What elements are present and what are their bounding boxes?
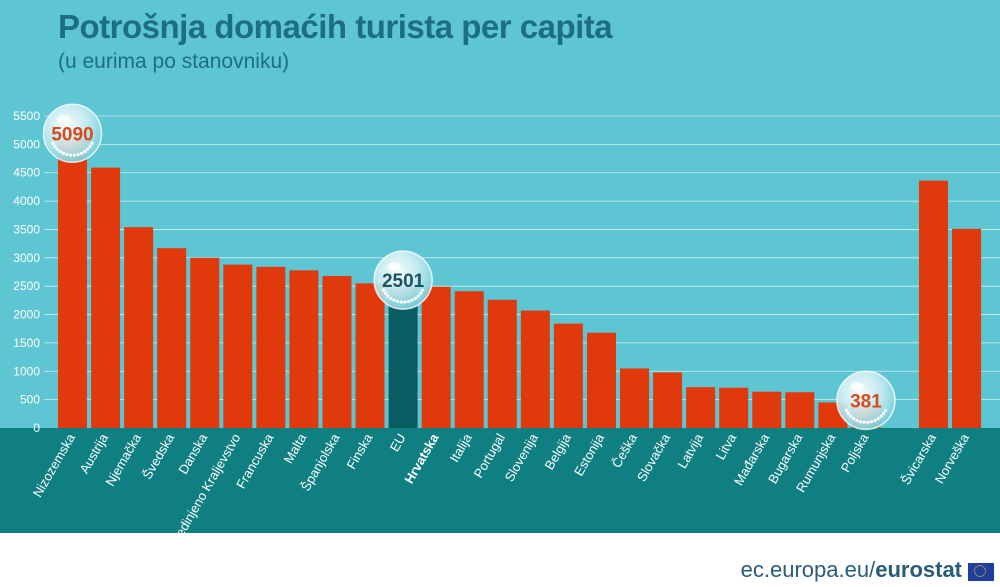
bubble-sparkle (383, 291, 388, 295)
bubble-sparkle (407, 299, 411, 304)
bubble-sparkle (90, 141, 94, 145)
bar (289, 270, 319, 428)
bar (785, 392, 815, 428)
bubble-sparkle (881, 411, 886, 416)
bubble-sparkle (403, 300, 407, 304)
bubble-sparkle (83, 149, 87, 154)
bar (620, 368, 650, 428)
bubble-sparkle (862, 420, 866, 424)
bar (719, 387, 749, 428)
y-tick-label: 3500 (13, 222, 40, 236)
bubble-sparkle (72, 153, 76, 157)
y-tick-label: 2000 (13, 308, 40, 322)
bar (653, 372, 683, 428)
y-tick-label: 1000 (13, 364, 40, 378)
bubble-sparkle (51, 141, 55, 145)
bubble-sparkle (879, 414, 883, 418)
bubble-sparkle (381, 288, 386, 292)
bubble-sparkle (55, 147, 59, 151)
bubble-highlight (56, 115, 71, 124)
label-band (0, 428, 1000, 533)
callout-label: 381 (850, 391, 882, 412)
bubble-sparkle (419, 291, 423, 295)
bubble-sparkle (399, 300, 403, 304)
bubble-sparkle (883, 408, 888, 412)
bar (256, 266, 286, 428)
bubble-sparkle (392, 298, 396, 302)
source-domain: ec.europa.eu/ (740, 557, 876, 582)
eu-flag-icon (968, 563, 994, 581)
value-callout: 381 (836, 370, 896, 431)
source-footer[interactable]: ec.europa.eu/eurostat (741, 557, 962, 583)
bubble-sparkle (873, 418, 877, 423)
bubble-sparkle (876, 417, 880, 421)
bar (223, 264, 253, 428)
bubble-highlight (387, 262, 402, 271)
bubble-highlight (849, 382, 864, 391)
bar (952, 228, 982, 428)
bubble-sparkle (395, 299, 400, 304)
bubble-sparkle (79, 151, 84, 155)
bar (586, 332, 616, 428)
bar (520, 310, 550, 428)
y-tick-label: 4500 (13, 166, 40, 180)
bubble-sparkle (421, 288, 425, 292)
bar (686, 387, 716, 428)
bar (919, 180, 948, 428)
y-tick-label: 500 (20, 393, 40, 407)
bubble-sparkle (61, 151, 66, 155)
source-brand: eurostat (875, 557, 962, 582)
y-tick-label: 5000 (13, 137, 40, 151)
bar (322, 275, 352, 428)
y-tick-label: 3000 (13, 251, 40, 265)
bubble-sparkle (852, 417, 856, 421)
y-tick-label: 0 (33, 421, 40, 435)
bubble-sparkle (869, 420, 874, 424)
value-callout: 5090 (42, 103, 103, 164)
bubble-sparkle (69, 153, 73, 157)
bar (487, 299, 517, 428)
bubble-sparkle (410, 298, 414, 302)
value-callout: 2501 (373, 250, 433, 310)
chart-title: Potrošnja domaćih turista per capita (58, 8, 613, 45)
bar (421, 286, 451, 428)
bar (355, 283, 385, 428)
callout-label: 2501 (382, 271, 425, 292)
bubble-sparkle (65, 152, 69, 157)
bar (124, 227, 154, 428)
bar (91, 167, 121, 428)
bubble-sparkle (866, 420, 870, 424)
bar (157, 248, 187, 428)
chart-subtitle: (u eurima po stanovniku) (58, 50, 290, 73)
bubble-sparkle (846, 411, 850, 416)
bubble-sparkle (389, 296, 393, 300)
y-tick-label: 4000 (13, 194, 40, 208)
bubble-sparkle (416, 294, 420, 298)
bubble-sparkle (58, 149, 62, 154)
bar (752, 391, 782, 428)
bar (553, 323, 583, 428)
bubble-sparkle (844, 408, 848, 412)
bubble-sparkle (849, 414, 853, 418)
bubble-sparkle (53, 144, 57, 149)
bubble-sparkle (76, 152, 80, 157)
bar (190, 257, 220, 428)
y-tick-label: 1500 (13, 336, 40, 350)
bubble-sparkle (86, 147, 90, 151)
bubble-sparkle (858, 420, 863, 424)
y-tick-label: 5500 (13, 109, 40, 123)
bubble-sparkle (855, 418, 859, 423)
bubble-sparkle (386, 294, 390, 298)
y-tick-label: 2500 (13, 279, 40, 293)
bubble-sparkle (413, 296, 417, 300)
bubble-sparkle (88, 144, 92, 149)
callout-label: 5090 (51, 124, 93, 145)
bar (454, 291, 484, 428)
bar (58, 139, 87, 428)
